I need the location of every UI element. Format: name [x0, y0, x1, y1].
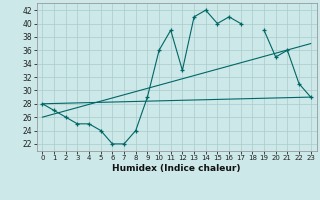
- X-axis label: Humidex (Indice chaleur): Humidex (Indice chaleur): [112, 164, 241, 173]
